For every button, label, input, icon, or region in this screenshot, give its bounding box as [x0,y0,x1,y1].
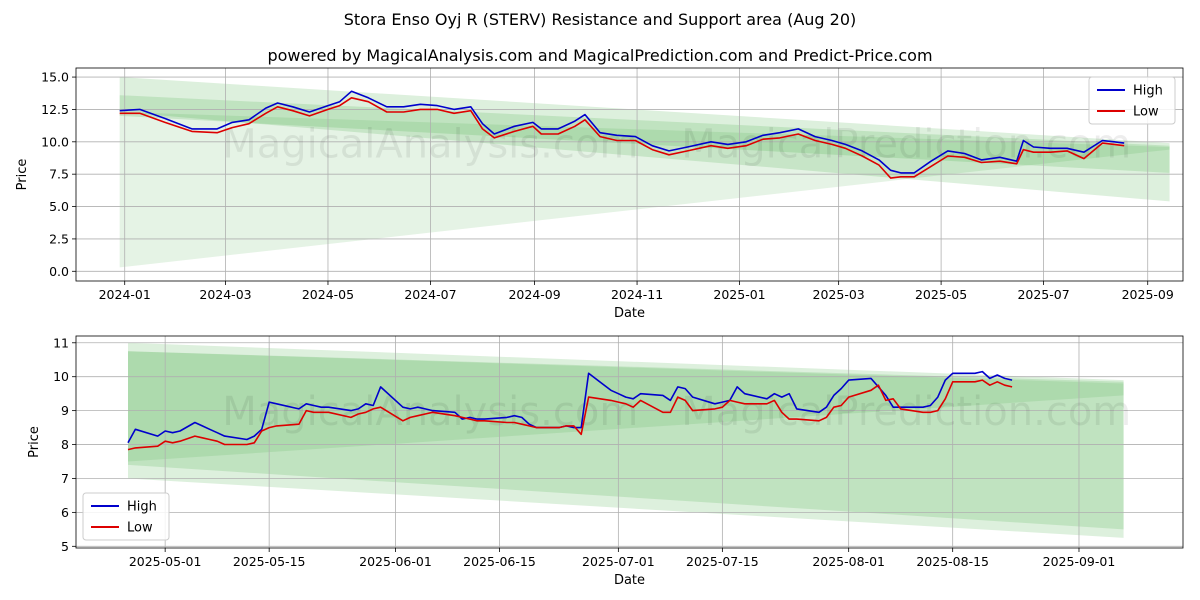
y-tick-label: 7 [61,471,69,486]
x-tick-label: 2025-08-01 [812,554,885,569]
legend: High Low [1088,76,1176,125]
x-tick-label: 2025-07 [1017,287,1069,302]
legend: High Low [82,492,170,541]
watermark-text: MagicalAnalysis.com [222,121,638,167]
y-axis-label: Price [27,426,42,458]
y-tick-label: 5 [61,539,69,554]
x-tick-label: 2024-09 [508,287,560,302]
y-tick-label: 5.0 [49,199,69,214]
y-tick-label: 8 [61,437,69,452]
chart-title: Stora Enso Oyj R (STERV) Resistance and … [343,10,857,29]
x-tick-label: 2025-05-15 [233,554,306,569]
x-tick-label: 2025-09-01 [1043,554,1116,569]
chart-subtitle: powered by MagicalAnalysis.com and Magic… [267,46,933,65]
band-group [119,77,1170,268]
y-tick-label: 10.0 [41,134,69,149]
x-tick-label: 2025-09 [1122,287,1174,302]
legend-box [1088,76,1176,125]
chart-1: MagicalAnalysis.com MagicalPrediction.com… [15,67,1184,321]
plot-frame [75,335,1184,549]
x-tick-label: 2025-06-15 [463,554,536,569]
x-tick-label: 2024-07 [404,287,456,302]
x-axis-label: Date [614,573,645,588]
support-resistance-band [119,77,1170,202]
y-tick-label: 0.0 [49,264,69,279]
y-axis-label: Price [15,159,30,191]
x-tick-label: 2025-07-01 [582,554,655,569]
watermark-text: MagicalPrediction.com [681,389,1131,435]
x-tick-label: 2025-06-01 [359,554,432,569]
x-tick-label: 2025-07-15 [686,554,759,569]
series-group [119,90,1125,179]
legend-label-high: High [127,500,157,515]
legend-label-high: High [1133,84,1163,99]
y-tick-label: 6 [61,505,69,520]
legend-label-low: Low [1133,105,1159,120]
x-tick-label: 2025-03 [813,287,865,302]
series-group [127,370,1013,451]
support-resistance-band [128,351,1124,462]
legend-label-low: Low [127,521,153,536]
y-tick-label: 12.5 [41,102,69,117]
support-resistance-band [119,95,1170,173]
x-tick-label: 2025-05 [915,287,967,302]
y-tick-label: 2.5 [49,231,69,246]
x-tick-label: 2025-01 [713,287,765,302]
y-tick-label: 10 [53,369,69,384]
x-tick-label: 2025-08-15 [916,554,989,569]
x-tick-label: 2025-05-01 [129,554,202,569]
watermark-text: MagicalPrediction.com [681,121,1131,167]
x-tick-label: 2024-05 [302,287,354,302]
y-tick-label: 9 [61,403,69,418]
y-tick-label: 15.0 [41,70,69,85]
chart-2: MagicalAnalysis.com MagicalPrediction.com… [27,335,1184,588]
support-resistance-band [128,342,1124,538]
x-tick-label: 2024-03 [199,287,251,302]
x-axis-label: Date [614,306,645,321]
y-tick-label: 11 [53,335,69,350]
band-group [128,342,1124,538]
x-tick-label: 2024-11 [611,287,663,302]
x-tick-label: 2024-01 [99,287,151,302]
y-tick-label: 7.5 [49,167,69,182]
support-resistance-band [119,112,1170,268]
legend-box [82,492,170,541]
